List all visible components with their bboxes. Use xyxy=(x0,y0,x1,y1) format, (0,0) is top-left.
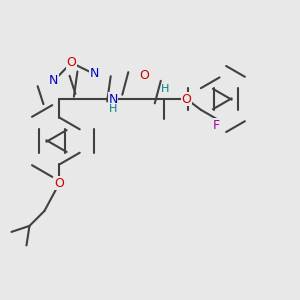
Text: N: N xyxy=(89,68,99,80)
Text: O: O xyxy=(182,92,191,106)
Text: O: O xyxy=(55,176,64,190)
Text: N: N xyxy=(108,92,118,106)
Text: H: H xyxy=(161,84,170,94)
Text: N: N xyxy=(49,74,58,88)
Text: F: F xyxy=(213,118,220,132)
Text: H: H xyxy=(109,103,117,114)
Text: O: O xyxy=(66,56,76,69)
Text: O: O xyxy=(140,68,149,82)
